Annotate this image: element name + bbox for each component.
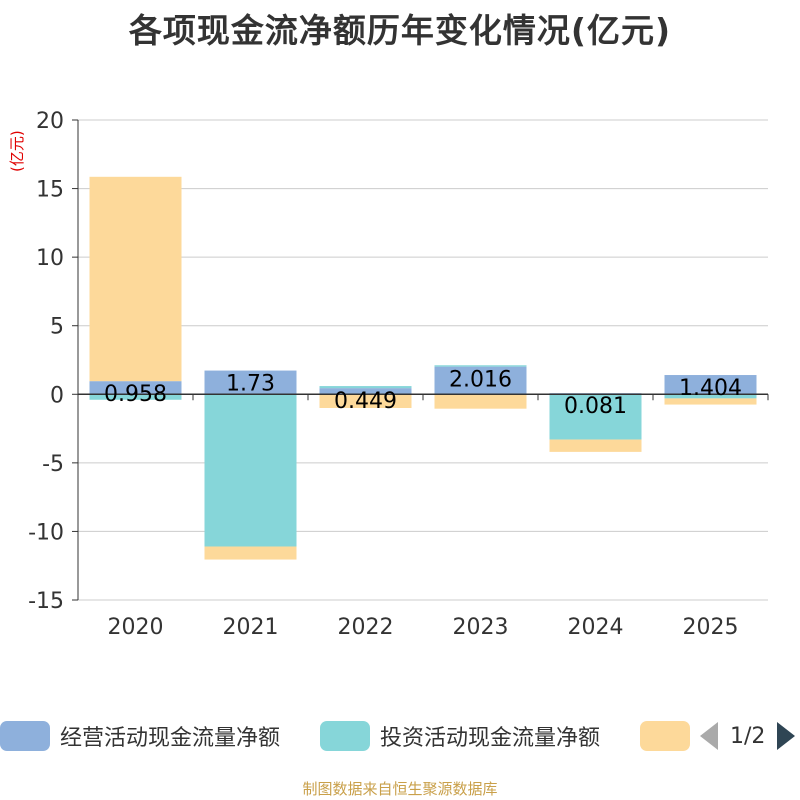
legend-pager: 1/2 — [700, 716, 796, 756]
legend-label-investing: 投资活动现金流量净额 — [380, 726, 601, 751]
legend-swatch-investing — [320, 721, 370, 751]
bar-investing-2025 — [664, 394, 757, 399]
chart-title: 各项现金流净额历年变化情况(亿元) — [128, 11, 672, 50]
bar-investing-2023 — [434, 365, 527, 367]
y-tick-label: 15 — [36, 178, 64, 203]
x-tick-label: 2024 — [568, 615, 624, 640]
legend-item-operating[interactable]: 经营活动现金流量净额 — [0, 716, 280, 756]
bar-operating-2022 — [319, 388, 412, 395]
data-label-2021: 1.73 — [226, 372, 275, 397]
data-label-2020: 0.958 — [104, 382, 167, 407]
bar-financing-2020 — [89, 176, 182, 382]
y-tick-label: 10 — [36, 246, 64, 271]
data-label-2023: 2.016 — [449, 368, 512, 393]
y-tick-label: -5 — [42, 452, 64, 477]
legend-swatch-operating — [0, 721, 50, 751]
x-tick-label: 2021 — [223, 615, 279, 640]
bar-operating-2021 — [204, 370, 297, 395]
bar-financing-2024 — [549, 439, 642, 452]
bar-operating-2023 — [434, 366, 527, 395]
bar-financing-2021 — [204, 546, 297, 560]
bar-financing-2022 — [319, 394, 412, 408]
y-tick-label: 0 — [50, 383, 64, 408]
data-label-2025: 1.404 — [679, 376, 742, 401]
x-tick-label: 2022 — [338, 615, 394, 640]
bar-investing-2024 — [549, 394, 642, 440]
legend-item-investing[interactable]: 投资活动现金流量净额 — [320, 716, 600, 756]
legend-swatch-financing — [640, 721, 690, 751]
x-tick-label: 2023 — [453, 615, 509, 640]
bar-operating-2020 — [89, 381, 182, 395]
y-tick-label: 5 — [50, 315, 64, 340]
x-tick-label: 2020 — [108, 615, 164, 640]
y-tick-label: -10 — [28, 520, 64, 545]
legend: 经营活动现金流量净额 投资活动现金流量净额 1/2 — [0, 716, 800, 756]
legend-label-operating: 经营活动现金流量净额 — [60, 726, 281, 751]
data-source-footer: 制图数据来自恒生聚源数据库 — [302, 780, 498, 798]
legend-item-financing[interactable] — [640, 716, 700, 756]
bar-financing-2023 — [434, 394, 527, 409]
legend-page-indicator: 1/2 — [730, 723, 766, 749]
bar-investing-2022 — [319, 386, 412, 389]
bar-financing-2025 — [664, 398, 757, 405]
bar-investing-2020 — [89, 394, 182, 400]
data-label-2022: 0.449 — [334, 389, 397, 414]
bar-operating-2025 — [664, 375, 757, 395]
bar-investing-2021 — [204, 394, 297, 547]
y-tick-label: 20 — [36, 109, 64, 134]
x-tick-label: 2025 — [683, 615, 739, 640]
y-tick-label: -15 — [28, 589, 64, 614]
previous-page-icon[interactable] — [700, 722, 718, 750]
data-label-2024: 0.081 — [564, 394, 627, 419]
next-page-icon[interactable] — [777, 722, 796, 750]
chart-plot: 20 15 10 5 0 -5 -10 -15 0.958 1.73 0.449 2.016 0.081… — [28, 109, 769, 640]
